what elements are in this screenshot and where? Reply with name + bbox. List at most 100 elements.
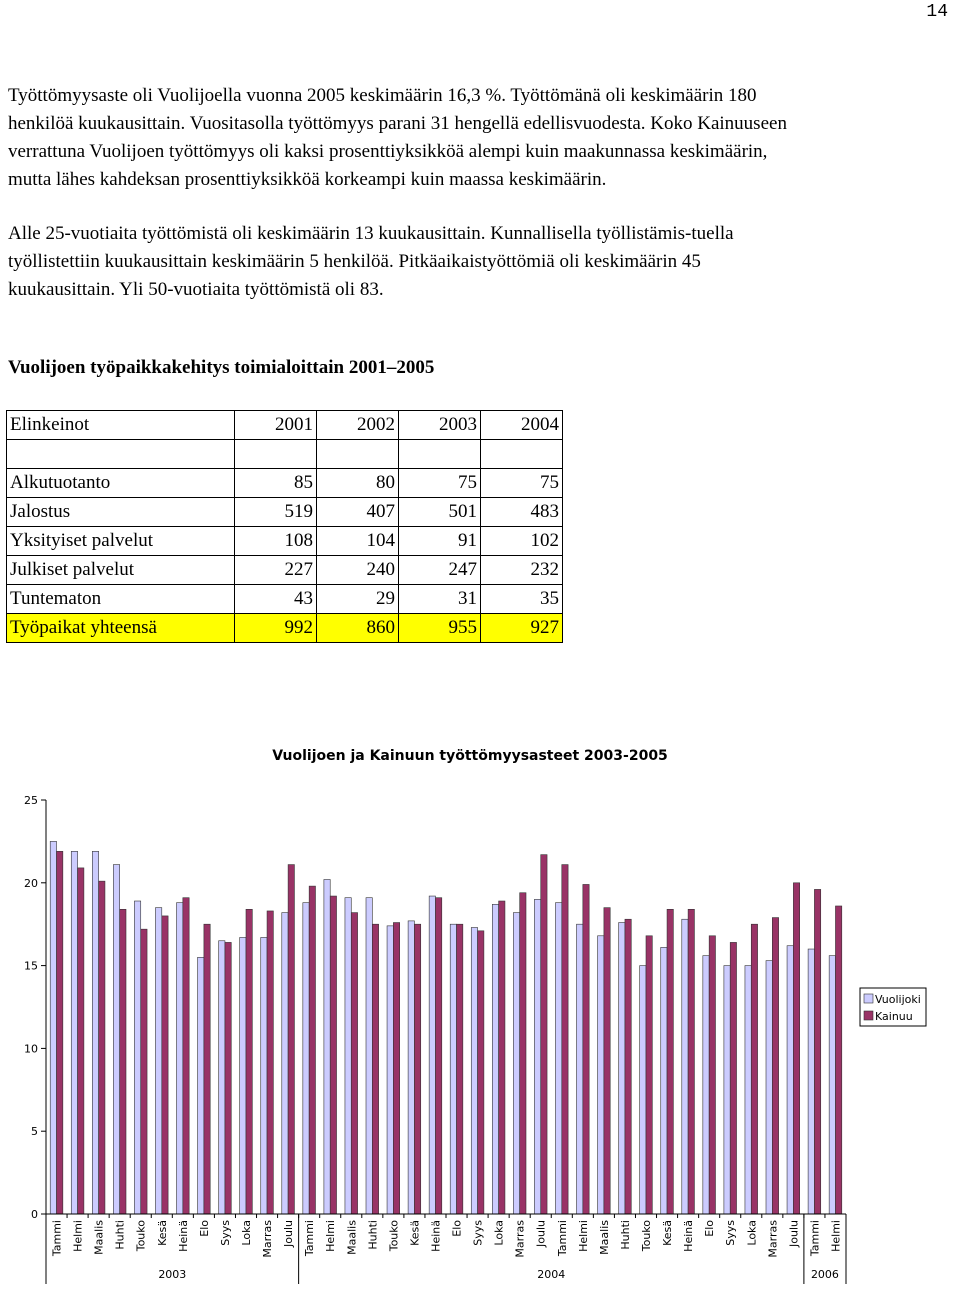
table-cell: Alkutuotanto xyxy=(6,468,235,498)
header-cell: 2004 xyxy=(480,410,563,440)
table-cell: 247 xyxy=(398,555,481,585)
x-tick-label: Joulu xyxy=(282,1220,295,1248)
bar xyxy=(618,922,626,1215)
bar xyxy=(681,918,689,1215)
header-cell: 2001 xyxy=(234,410,317,440)
bar xyxy=(702,955,710,1215)
bar xyxy=(582,884,590,1215)
bar xyxy=(597,935,605,1215)
table-cell: 227 xyxy=(234,555,317,585)
table-cell: 31 xyxy=(398,584,481,614)
table-cell: 43 xyxy=(234,584,317,614)
bar xyxy=(835,905,843,1215)
bar xyxy=(477,930,485,1215)
y-tick-label: 10 xyxy=(24,1042,38,1055)
x-group-label: 2006 xyxy=(811,1268,839,1281)
bar xyxy=(393,922,400,1215)
bar xyxy=(687,908,695,1215)
y-tick-label: 5 xyxy=(31,1125,38,1138)
bar xyxy=(344,897,352,1215)
bar xyxy=(266,910,274,1215)
chart: Vuolijoen ja Kainuun työttömyysasteet 20… xyxy=(24,748,927,1284)
bar xyxy=(140,928,148,1215)
bar xyxy=(534,899,542,1215)
x-tick-label: Syys xyxy=(219,1220,232,1246)
x-tick-label: Elo xyxy=(703,1220,716,1237)
bar xyxy=(519,892,527,1215)
table-cell: 955 xyxy=(398,613,481,643)
header-row: Elinkeinot 2001 2002 2003 2004 xyxy=(6,410,563,440)
empty-cell xyxy=(398,439,481,469)
empty-cell xyxy=(316,439,399,469)
x-tick-label: Maalis xyxy=(345,1220,358,1255)
legend-swatch xyxy=(863,993,874,1004)
x-tick-label: Heinä xyxy=(682,1220,695,1252)
table-row: Tuntematon 43 29 31 35 xyxy=(6,584,563,614)
table-cell: 35 xyxy=(480,584,563,614)
text-line: verrattuna Vuolijoen työttömyys oli kaks… xyxy=(8,141,768,162)
table-cell: 407 xyxy=(316,497,399,527)
legend-label: Kainuu xyxy=(875,1010,913,1023)
bar xyxy=(218,940,226,1215)
page-number: 14 xyxy=(926,2,948,22)
table-cell: 108 xyxy=(234,526,317,556)
table-row: Yksityiset palvelut 108 104 91 102 xyxy=(6,526,563,556)
table-title: Vuolijoen työpaikkakehitys toimialoittai… xyxy=(8,357,435,378)
bar xyxy=(386,925,394,1215)
bar xyxy=(666,908,674,1215)
empty-row xyxy=(6,439,563,469)
x-tick-label: Huhti xyxy=(114,1220,127,1250)
x-tick-label: Tammi xyxy=(808,1220,821,1257)
bar xyxy=(323,879,331,1215)
empty-cell xyxy=(234,439,317,469)
bar xyxy=(281,912,289,1215)
text-line: mutta lähes kahdeksan prosenttiyksikköä … xyxy=(8,169,607,190)
text-line: henkilöä kuukausittain. Vuositasolla työ… xyxy=(8,113,787,134)
bar xyxy=(498,900,506,1215)
x-tick-label: Joulu xyxy=(535,1220,548,1248)
bar xyxy=(49,841,57,1215)
text-line: kuukausittain. Yli 50-vuotiaita työttömi… xyxy=(8,279,384,300)
paragraph: Alle 25-vuotiaita työttömistä oli keskim… xyxy=(8,220,734,304)
text-line: Alle 25-vuotiaita työttömistä oli keskim… xyxy=(8,223,734,244)
header-cell: 2002 xyxy=(316,410,399,440)
bar xyxy=(161,915,169,1215)
text-line: Työttömyysaste oli Vuolijoella vuonna 20… xyxy=(8,85,757,106)
table-cell: 104 xyxy=(316,526,399,556)
bar xyxy=(414,923,422,1215)
x-tick-label: Marras xyxy=(514,1220,527,1258)
bar xyxy=(239,937,247,1215)
bar xyxy=(435,897,443,1215)
bar xyxy=(744,965,752,1215)
bar xyxy=(329,895,337,1215)
bar xyxy=(603,907,611,1215)
x-tick-label: Huhti xyxy=(619,1220,632,1250)
bar xyxy=(639,965,647,1215)
bar xyxy=(828,955,836,1215)
table-cell: Jalostus xyxy=(6,497,235,527)
bar xyxy=(750,923,758,1215)
y-tick-label: 20 xyxy=(24,877,38,890)
table: Elinkeinot 2001 2002 2003 2004 Alkutuotanto 85… xyxy=(6,410,563,643)
table-cell: 240 xyxy=(316,555,399,585)
x-tick-label: Marras xyxy=(766,1220,779,1258)
x-tick-label: Tammi xyxy=(303,1220,316,1257)
x-tick-label: Heinä xyxy=(429,1220,442,1252)
table-cell: 927 xyxy=(480,613,563,643)
x-tick-label: Tammi xyxy=(51,1220,64,1257)
bar xyxy=(660,947,668,1215)
x-tick-label: Loka xyxy=(745,1220,758,1246)
x-tick-label: Kesä xyxy=(661,1220,674,1246)
table-cell: 232 xyxy=(480,555,563,585)
table-cell: 501 xyxy=(398,497,481,527)
x-tick-label: Helmi xyxy=(72,1220,85,1252)
x-tick-label: Syys xyxy=(724,1220,737,1246)
x-group-label: 2003 xyxy=(158,1268,186,1281)
x-tick-label: Touko xyxy=(640,1220,653,1253)
bar xyxy=(134,900,142,1215)
table-cell: 992 xyxy=(234,613,317,643)
y-tick-label: 25 xyxy=(24,794,38,807)
bar xyxy=(365,897,373,1215)
x-tick-label: Loka xyxy=(240,1220,253,1246)
